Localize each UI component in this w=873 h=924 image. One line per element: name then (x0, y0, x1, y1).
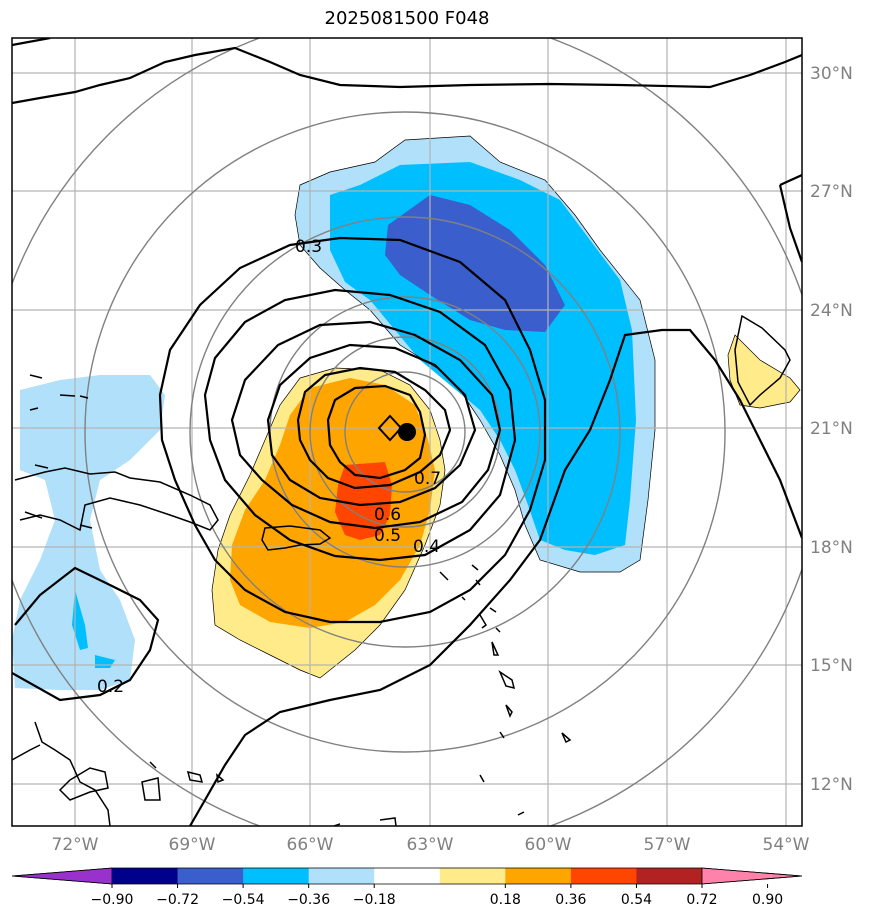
colorbar-segment (636, 868, 703, 884)
latitude-labels: 30°N 27°N 24°N 21°N 18°N 15°N 12°N (810, 64, 853, 795)
colorbar-segment (243, 868, 310, 884)
colorbar-tick-label: 0.36 (555, 892, 586, 908)
lon-label: 69°W (169, 835, 216, 855)
lat-label: 21°N (810, 419, 853, 439)
colorbar-tick-label: 0.18 (490, 892, 521, 908)
lat-label: 12°N (810, 775, 853, 795)
lat-label: 15°N (810, 656, 853, 676)
lon-label: 54°W (763, 835, 810, 855)
contour-label-0-7: 0.7 (414, 469, 441, 489)
map-panel (12, 38, 802, 826)
colorbar-tick-label: −0.36 (287, 892, 330, 908)
map-title: 2025081500 F048 (324, 8, 490, 29)
colorbar-segment (505, 868, 572, 884)
anomaly-contours (12, 38, 802, 826)
coastlines (12, 314, 791, 826)
lat-label: 27°N (810, 182, 853, 202)
lon-label: 72°W (52, 835, 99, 855)
lat-label: 30°N (810, 64, 853, 84)
longitude-labels: 72°W 69°W 66°W 63°W 60°W 57°W 54°W (52, 835, 810, 855)
lon-label: 57°W (644, 835, 691, 855)
storm-center-dot (398, 423, 416, 441)
map-frame (11, 37, 803, 827)
colorbar-segment (177, 868, 244, 884)
forecast-position-diamond (377, 414, 403, 442)
contour-label-0-4: 0.4 (413, 537, 440, 557)
colorbar-tick-label: 0.90 (752, 892, 783, 908)
distance-rings (12, 38, 802, 826)
lat-label: 24°N (810, 301, 853, 321)
contour-label-0-3: 0.3 (295, 237, 322, 257)
lat-label: 18°N (810, 538, 853, 558)
colorbar-extend-high (701, 867, 803, 885)
lon-label: 66°W (287, 835, 334, 855)
contour-label-0-2: 0.2 (97, 677, 124, 697)
colorbar-segment (112, 868, 179, 884)
contour-labels: 0.3 0.7 0.6 0.5 0.4 0.2 (97, 237, 441, 697)
colorbar-tick-label: −0.72 (156, 892, 199, 908)
colorbar-tick-label: −0.18 (353, 892, 396, 908)
map-gridlines (12, 38, 802, 826)
colorbar-tick-label: 0.54 (621, 892, 652, 908)
lon-label: 63°W (407, 835, 454, 855)
colorbar-segment (439, 868, 506, 884)
colorbar-segment (570, 868, 637, 884)
colorbar-extend-low (11, 867, 113, 885)
negative-anomaly-region (12, 136, 655, 690)
contour-label-0-6: 0.6 (374, 505, 401, 525)
colorbar-segment (374, 868, 441, 884)
storm-markers (377, 414, 416, 442)
colorbar: −0.90 −0.72 −0.54 −0.36 −0.18 0.18 0.36 0.54 0.7… (11, 867, 803, 908)
shading-outline (211, 135, 801, 679)
contour-label-0-5: 0.5 (374, 526, 401, 546)
colorbar-tick-label: 0.72 (686, 892, 717, 908)
colorbar-tick-label: −0.90 (91, 892, 134, 908)
colorbar-tick-label: −0.54 (222, 892, 265, 908)
lon-label: 60°W (525, 835, 572, 855)
colorbar-segment (308, 868, 375, 884)
